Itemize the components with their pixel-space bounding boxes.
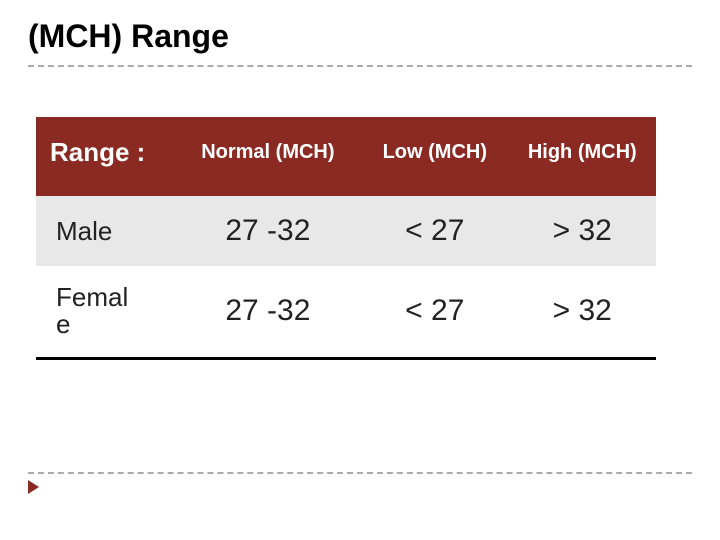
table-row: Femal e 27 -32 < 27 > 32 xyxy=(36,266,656,358)
cell-high: > 32 xyxy=(509,266,656,358)
cell-normal: 27 -32 xyxy=(175,266,361,358)
col-header-normal: Normal (MCH) xyxy=(175,117,361,196)
row-label: Femal e xyxy=(36,266,175,358)
cell-low: < 27 xyxy=(361,266,508,358)
cell-high: > 32 xyxy=(509,196,656,266)
row-label: Male xyxy=(36,196,175,266)
divider-bottom xyxy=(28,472,692,474)
divider-top xyxy=(28,65,692,67)
page-title: (MCH) Range xyxy=(28,18,692,55)
slide: (MCH) Range Range : Normal (MCH) Low (MC… xyxy=(0,0,720,540)
triangle-marker-icon xyxy=(28,480,39,494)
cell-low: < 27 xyxy=(361,196,508,266)
mch-range-table: Range : Normal (MCH) Low (MCH) High (MCH… xyxy=(36,117,656,360)
table-row: Male 27 -32 < 27 > 32 xyxy=(36,196,656,266)
cell-normal: 27 -32 xyxy=(175,196,361,266)
table-header-row: Range : Normal (MCH) Low (MCH) High (MCH… xyxy=(36,117,656,196)
col-header-range: Range : xyxy=(36,117,175,196)
col-header-high: High (MCH) xyxy=(509,117,656,196)
col-header-low: Low (MCH) xyxy=(361,117,508,196)
